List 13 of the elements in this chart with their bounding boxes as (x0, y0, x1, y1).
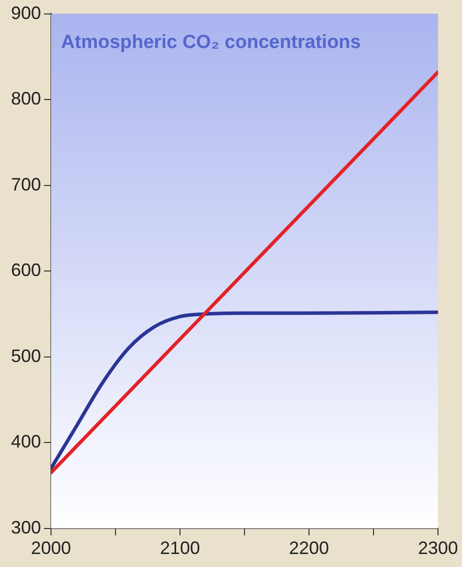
x-tick-label: 2300 (418, 538, 458, 558)
line-series (51, 310, 438, 470)
y-tick-label: 900 (10, 2, 42, 23)
x-tick-label: 2200 (288, 538, 330, 558)
y-tick-label: 500 (10, 346, 42, 366)
y-tick-label: 800 (10, 88, 42, 109)
y-tick-label: 700 (10, 174, 42, 194)
x-tick-label: 2000 (31, 538, 72, 558)
y-tick-label: 600 (10, 260, 42, 280)
y-tick-label: 400 (10, 432, 42, 452)
y-tick-label: 300 (10, 517, 42, 538)
x-tick-label: 2100 (160, 538, 200, 558)
text: Atmospheric CO₂ concentrations (61, 32, 361, 54)
